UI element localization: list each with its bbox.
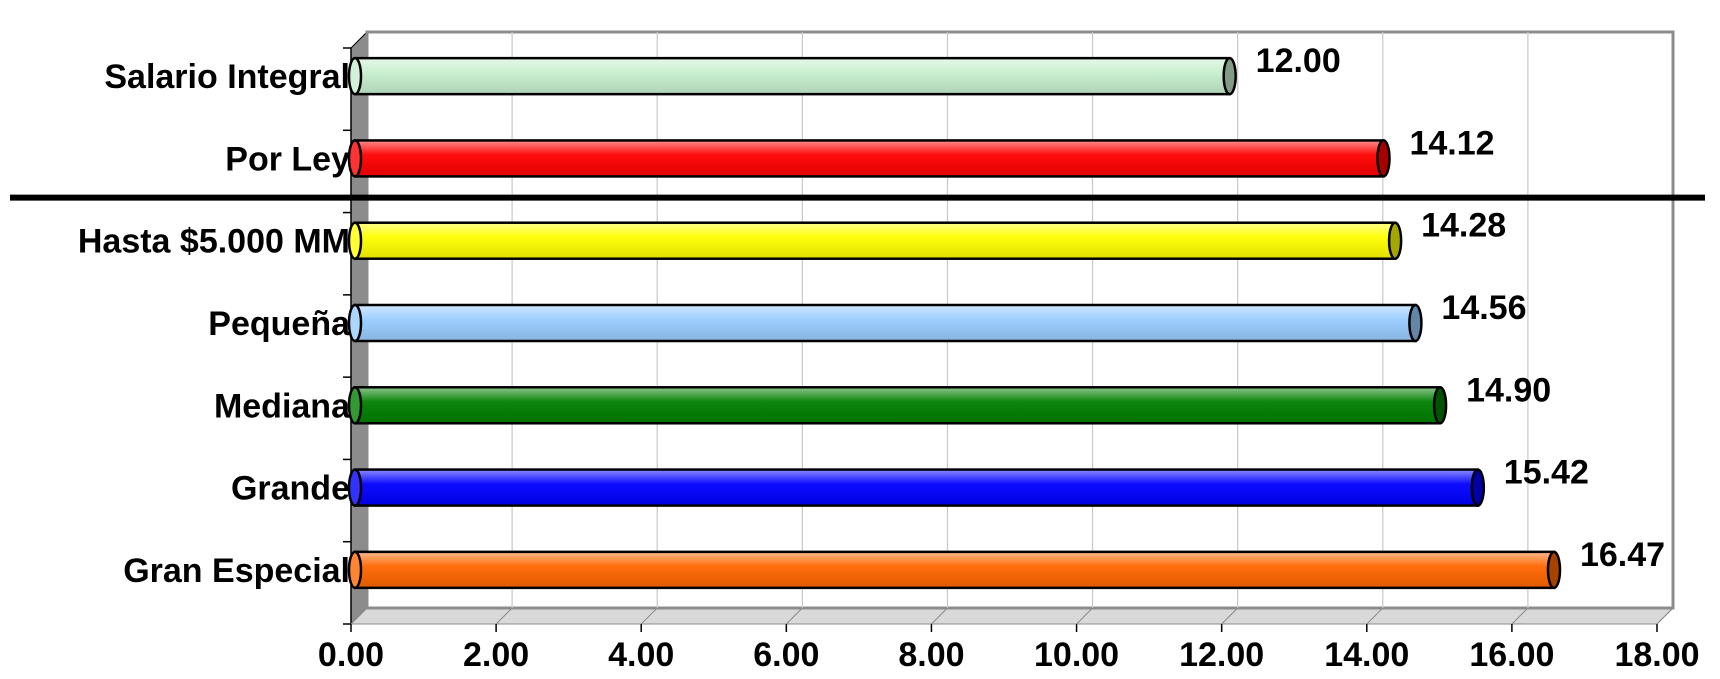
bar-end-cap: [1408, 303, 1423, 343]
floor-tick: [1076, 607, 1093, 625]
floor: [349, 607, 1675, 625]
floor-tick: [931, 607, 948, 625]
value-label: 14.12: [1409, 124, 1494, 162]
x-tick-labels: 0.00 2.00 4.00 6.00 8.00 10.00 12.00 14.00 16.00…: [318, 636, 1700, 674]
category-label: Grande: [231, 470, 350, 508]
bar-0: [347, 56, 1237, 96]
category-label: Mediana: [214, 387, 351, 425]
bar-start-cap: [347, 303, 363, 343]
bar-start-cap: [347, 550, 363, 590]
floor-tick: [1221, 607, 1239, 625]
category-label: Gran Especial: [123, 552, 350, 590]
bar-end-cap: [1387, 221, 1403, 260]
floor-tick: [1511, 607, 1529, 625]
bar-start-cap: [347, 56, 363, 96]
category-label: Salario Integral: [104, 58, 350, 96]
bar-end-cap: [1546, 550, 1562, 590]
x-tick-label: 4.00: [608, 636, 674, 674]
floor-tick: [640, 607, 658, 625]
bar-end-cap: [1432, 386, 1448, 425]
x-tick-label: 6.00: [753, 636, 819, 674]
bar-body: [353, 468, 1480, 507]
category-label: Por Ley: [225, 140, 350, 178]
value-label: 16.47: [1580, 536, 1665, 574]
bar-end-cap: [1222, 56, 1237, 96]
x-tick-label: 2.00: [463, 636, 529, 674]
bar-2: [347, 221, 1403, 260]
value-label: 14.90: [1466, 371, 1551, 409]
floor-tick: [1656, 607, 1674, 625]
bar-start-cap: [347, 221, 363, 260]
category-label: Hasta $5.000 MM: [78, 223, 350, 261]
category-labels: Salario Integral Por Ley Hasta $5.000 MM Pe…: [78, 58, 351, 590]
bar-start-cap: [347, 468, 363, 507]
bar-body: [353, 139, 1385, 178]
bar-end-cap: [1376, 139, 1391, 178]
x-tick-label: 8.00: [898, 636, 964, 674]
bar-body: [353, 550, 1556, 590]
value-labels: 12.00 14.12 14.28 14.56 14.90 15.42 16.47: [1256, 42, 1665, 574]
bar-5: [347, 468, 1486, 507]
category-label: Pequeña: [208, 305, 351, 343]
value-label: 12.00: [1256, 42, 1341, 80]
value-label: 14.28: [1421, 207, 1506, 245]
value-label: 15.42: [1504, 454, 1589, 492]
bar-3: [347, 303, 1423, 343]
floor-tick: [350, 607, 368, 625]
bar-1: [347, 139, 1391, 178]
floor-tick: [785, 607, 803, 625]
x-tick-label: 0.00: [318, 636, 384, 674]
x-tick-label: 14.00: [1324, 636, 1409, 674]
bar-body: [353, 303, 1417, 343]
bar-end-cap: [1470, 468, 1486, 507]
x-tick-label: 10.00: [1034, 636, 1119, 674]
bar-body: [353, 221, 1397, 260]
bar-body: [353, 386, 1442, 425]
bar-start-cap: [347, 386, 363, 425]
bar-4: [347, 386, 1448, 425]
bar-start-cap: [347, 139, 363, 178]
bar-body: [353, 56, 1231, 96]
value-label: 14.56: [1441, 289, 1526, 327]
floor-tick: [495, 607, 513, 625]
bar-6: [347, 550, 1562, 590]
x-tick-label: 18.00: [1614, 636, 1699, 674]
x-tick-label: 16.00: [1469, 636, 1554, 674]
floor-tick: [1366, 607, 1384, 625]
x-tick-label: 12.00: [1179, 636, 1264, 674]
bars: [347, 56, 1562, 590]
